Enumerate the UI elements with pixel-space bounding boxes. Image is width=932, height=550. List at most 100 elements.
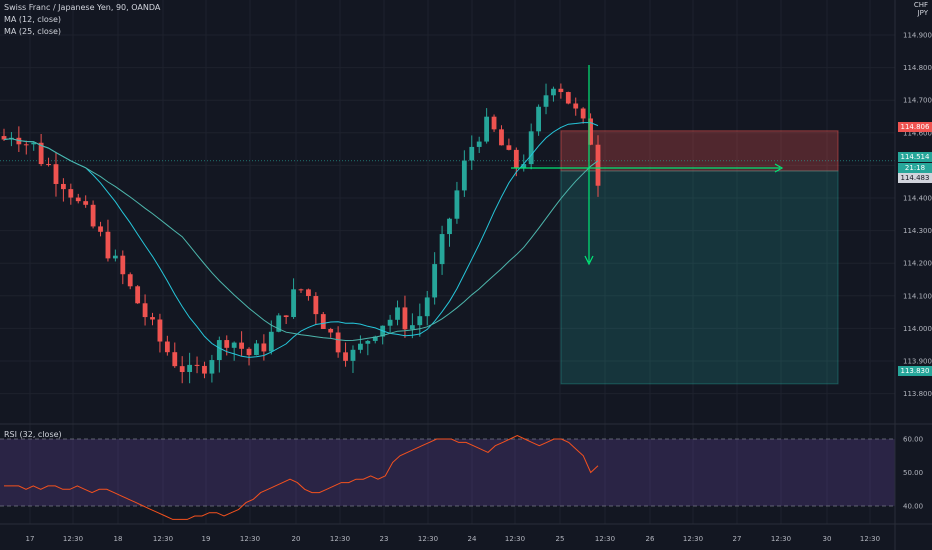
candle-up	[231, 342, 237, 348]
candle-down	[135, 286, 141, 304]
candle-up	[372, 336, 378, 341]
candle-down	[246, 348, 252, 356]
candle-up	[461, 160, 467, 191]
x-tick-label: 12:30	[683, 535, 703, 543]
candle-up	[409, 325, 415, 330]
y-tick-label: 114.400	[903, 195, 932, 203]
candle-down	[120, 255, 126, 275]
candle-down	[513, 149, 519, 168]
candle-down	[298, 289, 304, 291]
x-tick-label: 30	[823, 535, 832, 543]
tag-target: 113.830	[898, 366, 932, 376]
candle-down	[402, 307, 408, 330]
x-tick-label: 12:30	[330, 535, 350, 543]
candle-up	[350, 349, 356, 361]
take-profit-zone	[560, 170, 839, 385]
candle-down	[61, 183, 66, 190]
candle-up	[536, 106, 541, 132]
candle-up	[447, 218, 452, 235]
candle-up	[365, 340, 371, 344]
ma25-line	[3, 138, 599, 342]
candle-down	[179, 366, 185, 373]
candle-down	[313, 296, 319, 315]
candle-down	[328, 328, 334, 333]
candle-down	[172, 352, 178, 367]
candle-down	[75, 197, 81, 202]
candle-down	[150, 317, 155, 320]
candle-down	[98, 226, 103, 232]
candle-down	[142, 303, 148, 318]
y-tick-label: 114.200	[903, 260, 932, 268]
candle-down	[565, 92, 571, 104]
currency-top: CHF	[913, 1, 928, 9]
candle-up	[209, 360, 215, 374]
candle-up	[268, 331, 274, 352]
symbol-title: Swiss Franc / Japanese Yen, 90, OANDA	[4, 3, 161, 12]
y-tick-label: 114.700	[903, 97, 932, 105]
x-tick-label: 12:30	[418, 535, 438, 543]
candle-down	[90, 204, 96, 227]
x-tick-label: 19	[202, 535, 211, 543]
x-tick-label: 25	[556, 535, 565, 543]
x-tick-label: 27	[733, 535, 742, 543]
currency-bottom: JPY	[917, 9, 928, 17]
x-tick-label: 12:30	[595, 535, 615, 543]
down-arrow-head	[584, 255, 594, 266]
x-tick-label: 24	[468, 535, 477, 543]
stop-loss-zone	[560, 130, 839, 172]
candle-up	[395, 307, 400, 320]
tag-entry: 114.483	[898, 173, 932, 183]
candle-down	[261, 343, 267, 352]
ma12-legend: MA (12, close)	[4, 15, 62, 24]
candle-up	[528, 131, 534, 165]
y-tick-label: 113.800	[903, 390, 932, 398]
candle-up	[469, 146, 475, 161]
candle-up	[432, 264, 438, 298]
candle-down	[499, 129, 504, 146]
candle-up	[31, 142, 37, 145]
right-arrow-head	[774, 163, 784, 173]
currency-label: CHF JPY	[914, 1, 928, 17]
candle-down	[83, 201, 89, 205]
candle-down	[194, 364, 200, 366]
candle-down	[239, 342, 244, 349]
candle-down	[105, 231, 111, 259]
candle-down	[38, 142, 44, 165]
candle-down	[46, 164, 51, 166]
candle-down	[1, 136, 7, 140]
candle-up	[454, 190, 460, 219]
candle-down	[595, 144, 601, 186]
candle-up	[291, 289, 296, 318]
rsi-line	[4, 435, 599, 520]
candle-down	[580, 108, 586, 119]
y-tick-label: 114.900	[903, 32, 932, 40]
y-tick-label: 114.000	[903, 325, 932, 333]
x-tick-label: 12:30	[860, 535, 880, 543]
candle-down	[23, 144, 29, 146]
rsi-tick-label: 50.00	[903, 469, 923, 477]
candle-down	[335, 332, 341, 353]
x-tick-label: 20	[292, 535, 301, 543]
x-tick-label: 12:30	[771, 535, 791, 543]
candle-down	[506, 145, 512, 150]
candle-up	[387, 319, 393, 326]
candle-up	[276, 315, 282, 332]
rsi-legend: RSI (32, close)	[4, 430, 62, 439]
candle-up	[216, 340, 222, 361]
candle-up	[254, 343, 259, 356]
y-tick-label: 114.600	[903, 129, 932, 137]
candle-down	[16, 137, 22, 145]
candles	[1, 83, 601, 384]
candle-up	[439, 234, 445, 265]
rsi-pane	[0, 435, 895, 520]
x-tick-label: 12:30	[63, 535, 83, 543]
candle-down	[283, 315, 289, 318]
candle-down	[558, 88, 564, 93]
x-tick-label: 12:30	[240, 535, 260, 543]
candle-down	[202, 365, 207, 374]
position-zones	[0, 130, 895, 385]
candle-up	[112, 255, 118, 259]
candle-down	[320, 314, 326, 329]
